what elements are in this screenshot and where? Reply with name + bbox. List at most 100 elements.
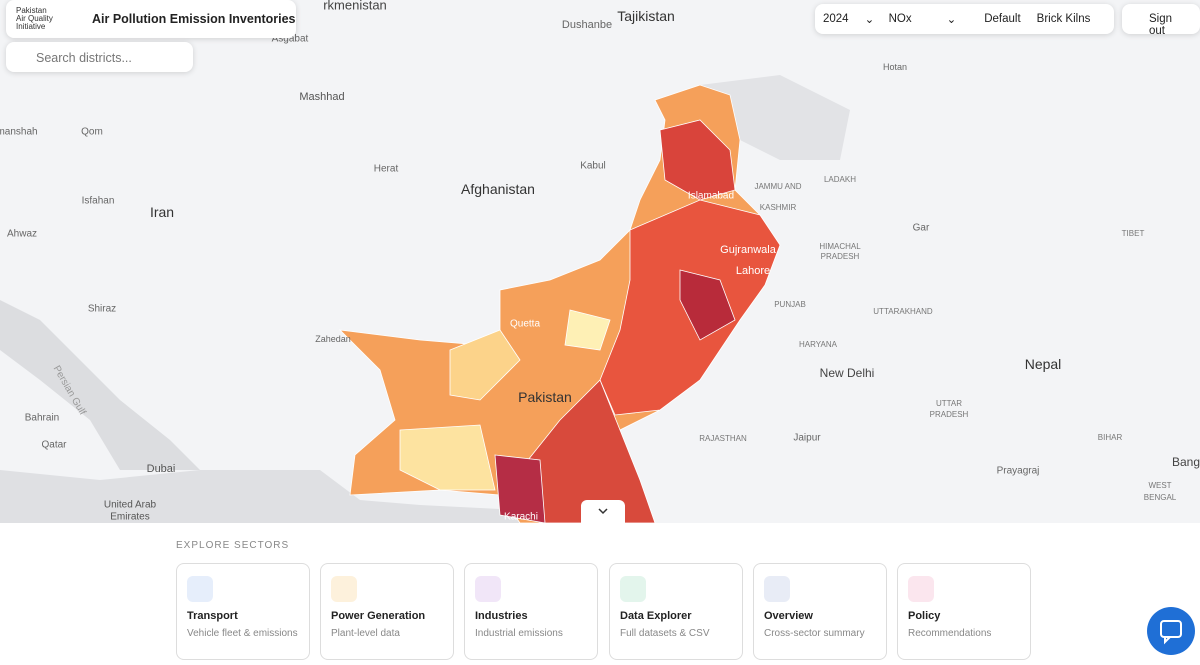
map-label: Prayagraj <box>997 466 1040 477</box>
sindh-districts[interactable] <box>519 379 656 523</box>
section-heading: EXPLORE SECTORS <box>176 540 290 551</box>
map-label: Herat <box>374 164 399 175</box>
map-label: KASHMIR <box>760 203 797 212</box>
map-label: Karachi <box>504 512 538 523</box>
icon <box>475 576 501 602</box>
map-label: Mashhad <box>299 91 344 103</box>
sector-card[interactable]: Policy Recommendations <box>897 563 1031 660</box>
year-select[interactable]: 2024 <box>823 13 849 25</box>
map-label: JAMMU AND <box>754 182 801 191</box>
map-label: Emirates <box>110 512 149 523</box>
icon <box>620 576 646 602</box>
logo: Pakistan Air Quality Initiative <box>16 7 64 31</box>
map-label: Bang <box>1172 455 1200 469</box>
card-title: Industries <box>475 610 528 622</box>
low-district[interactable] <box>399 424 496 491</box>
map-label: Bahrain <box>25 413 59 424</box>
map-label: New Delhi <box>820 366 875 380</box>
map-label: Lahore <box>736 265 770 277</box>
disputed-region <box>700 75 850 160</box>
map-label: Hotan <box>883 62 907 72</box>
map-label: Qatar <box>41 440 67 451</box>
logo-line: Pakistan <box>16 6 47 15</box>
persian-gulf <box>0 300 200 470</box>
map-label: Gujranwala <box>720 244 777 256</box>
map-label: PUNJAB <box>774 300 806 309</box>
card-subtitle: Recommendations <box>908 628 992 639</box>
north-districts[interactable] <box>659 119 736 201</box>
low-district[interactable] <box>564 309 611 351</box>
map[interactable]: rkmenistan Tajikistan Dushanbe Asgabat Mashh… <box>0 0 1200 523</box>
map-label: Zahedan <box>315 334 351 344</box>
sign-out-button[interactable]: Sign out <box>1122 4 1200 37</box>
card-title: Policy <box>908 610 941 622</box>
map-label: UTTAR <box>936 399 962 408</box>
card-subtitle: Full datasets & CSV <box>620 628 710 639</box>
map-label: HARYANA <box>799 340 838 349</box>
map-label: TIBET <box>1122 229 1145 238</box>
card-subtitle: Plant-level data <box>331 628 400 639</box>
chat-button[interactable] <box>1147 607 1195 655</box>
icon <box>908 576 934 602</box>
karachi-district[interactable] <box>494 454 546 523</box>
header: Pakistan Air Quality Initiative Air Poll… <box>6 0 296 38</box>
map-label: Islamabad <box>688 191 734 202</box>
map-label: WEST <box>1148 481 1171 490</box>
map-label: rkmenistan <box>323 0 387 13</box>
toolbar: 2024 ⌄ NOx ⌄ Default Brick Kilns <box>815 4 1114 34</box>
logo-line: Initiative <box>16 22 46 31</box>
high-district[interactable] <box>679 269 736 341</box>
map-label: Isfahan <box>82 196 115 207</box>
logo-line: Air Quality <box>16 14 53 23</box>
app-title: Air Pollution Emission Inventories <box>92 12 296 26</box>
map-label: PRADESH <box>821 252 860 261</box>
map-label: BENGAL <box>1144 493 1177 502</box>
icon <box>187 576 213 602</box>
map-label: Qom <box>81 127 103 138</box>
card-title: Data Explorer <box>620 610 692 622</box>
sector-card[interactable]: Overview Cross-sector summary <box>753 563 887 660</box>
map-label: HIMACHAL <box>819 242 861 251</box>
map-label: LADAKH <box>824 175 856 184</box>
collapse-toggle[interactable] <box>581 500 625 524</box>
map-label: Ahwaz <box>7 229 37 240</box>
card-subtitle: Cross-sector summary <box>764 628 865 639</box>
sector-card[interactable]: Industries Industrial emissions <box>464 563 598 660</box>
card-subtitle: Vehicle fleet & emissions <box>187 628 298 639</box>
map-label: Asgabat <box>272 34 309 45</box>
layer-button[interactable]: Default <box>984 13 1021 25</box>
sector-button[interactable]: Brick Kilns <box>1036 13 1091 25</box>
map-label: Tajikistan <box>617 8 675 24</box>
map-label: Dushanbe <box>562 19 612 31</box>
map-label: Nepal <box>1025 356 1062 372</box>
sectors-panel: EXPLORE SECTORS Transport Vehicle fleet &… <box>0 523 1200 665</box>
map-label: Iran <box>150 204 174 220</box>
map-label: RAJASTHAN <box>699 434 747 443</box>
pollutant-select[interactable]: NOx <box>888 13 912 25</box>
map-label: BIHAR <box>1098 433 1123 442</box>
search-input[interactable]: Search districts... <box>6 42 193 72</box>
map-label: UTTARAKHAND <box>873 307 933 316</box>
sector-card[interactable]: Power Generation Plant-level data <box>320 563 454 660</box>
low-district[interactable] <box>449 329 521 401</box>
map-label: Kabul <box>580 161 606 172</box>
map-label: PRADESH <box>930 410 969 419</box>
map-label: Dubai <box>147 463 176 475</box>
map-label: Jaipur <box>793 433 821 444</box>
map-label: Quetta <box>510 319 540 330</box>
map-label: United Arab <box>104 500 157 511</box>
map-label: Shiraz <box>88 304 116 315</box>
map-label: Afghanistan <box>461 181 535 197</box>
card-title: Overview <box>764 610 813 622</box>
map-label: Gar <box>913 223 930 234</box>
sector-card[interactable]: Transport Vehicle fleet & emissions <box>176 563 310 660</box>
arabian-sea <box>0 470 520 523</box>
map-label: manshah <box>0 127 38 138</box>
map-label: Pakistan <box>518 389 572 405</box>
card-title: Power Generation <box>331 610 426 622</box>
sector-card[interactable]: Data Explorer Full datasets & CSV <box>609 563 743 660</box>
card-title: Transport <box>187 610 238 622</box>
icon <box>764 576 790 602</box>
card-subtitle: Industrial emissions <box>475 628 563 639</box>
